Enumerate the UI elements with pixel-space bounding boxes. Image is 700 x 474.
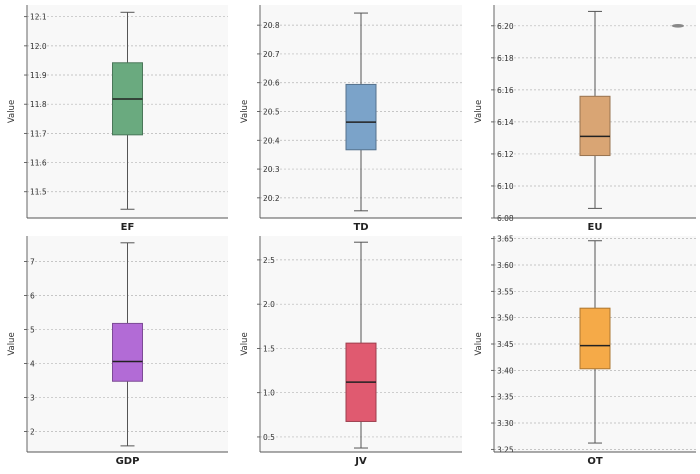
y-tick-label: 6.08 <box>497 214 514 223</box>
category-label-td: TD <box>353 222 368 233</box>
y-tick-label: 3.60 <box>497 261 514 270</box>
y-tick-label: 3.45 <box>497 340 514 349</box>
iqr-box-gdp <box>112 322 143 382</box>
y-tick-label: 20.3 <box>263 165 280 174</box>
y-tick-label: 7 <box>30 258 35 267</box>
outlier-marker <box>672 24 684 28</box>
category-label-jv: JV <box>354 456 367 467</box>
y-tick-label: 3.65 <box>497 235 514 244</box>
category-label-ot: OT <box>587 456 603 467</box>
y-tick-label: 20.7 <box>263 50 280 59</box>
y-axis-label: Value <box>7 332 17 355</box>
panel-ot: 3.25 3.30 3.35 3.40 3.45 3.50 3.55 3.60 3.65 Valu… <box>474 235 696 467</box>
y-tick-label: 20.4 <box>263 136 280 145</box>
y-tick-label: 11.7 <box>30 129 47 138</box>
y-axis-label: Value <box>474 332 484 355</box>
y-tick-label: 20.5 <box>263 108 280 117</box>
y-tick-label: 3.55 <box>497 287 514 296</box>
y-tick-label: 3.40 <box>497 366 514 375</box>
y-tick-label: 6.18 <box>497 54 514 63</box>
y-tick-label: 6.20 <box>497 22 514 31</box>
y-tick-label: 11.6 <box>30 159 47 168</box>
y-tick-label: 20.8 <box>263 21 280 30</box>
y-tick-label: 5 <box>30 326 35 335</box>
iqr-box-td <box>345 83 377 151</box>
y-tick-label: 2 <box>30 428 35 437</box>
y-tick-label: 1.5 <box>263 344 275 353</box>
y-tick-label: 6.16 <box>497 86 514 95</box>
y-axis-label: Value <box>474 100 484 123</box>
y-tick-label: 12.0 <box>30 42 47 51</box>
panel-gdp: 2 3 4 5 6 7 Value GDP <box>7 236 228 467</box>
y-tick-label: 1.0 <box>263 389 275 398</box>
iqr-box-eu <box>579 95 611 157</box>
y-tick-label: 0.5 <box>263 433 275 442</box>
y-tick-label: 6.10 <box>497 182 514 191</box>
y-tick-label: 11.5 <box>30 188 47 197</box>
y-tick-label: 20.6 <box>263 79 280 88</box>
y-tick-label: 3.50 <box>497 314 514 323</box>
y-tick-label: 3.25 <box>497 445 514 454</box>
y-axis-label: Value <box>240 332 250 355</box>
y-tick-label: 11.8 <box>30 100 47 109</box>
y-tick-label: 12.1 <box>30 13 47 22</box>
y-tick-label: 4 <box>30 360 35 369</box>
iqr-box-ot <box>579 307 611 370</box>
panel-jv: 0.5 1.0 1.5 2.0 2.5 Value JV <box>240 236 462 467</box>
panel-eu: 6.08 6.10 6.12 6.14 6.16 6.18 6.20 Value EU <box>474 5 696 233</box>
y-tick-label: 6 <box>30 292 35 301</box>
category-label-gdp: GDP <box>116 456 140 467</box>
y-tick-label: 3.30 <box>497 419 514 428</box>
category-label-eu: EU <box>588 222 603 233</box>
category-label-ef: EF <box>121 222 135 233</box>
y-tick-label: 2.5 <box>263 256 275 265</box>
y-tick-label: 11.9 <box>30 71 47 80</box>
panel-td: 20.2 20.3 20.4 20.5 20.6 20.7 20.8 Value TD <box>240 5 462 233</box>
y-tick-label: 6.12 <box>497 150 514 159</box>
y-axis-label: Value <box>240 100 250 123</box>
y-tick-label: 6.14 <box>497 118 514 127</box>
y-tick-label: 3 <box>30 394 35 403</box>
y-tick-label: 3.35 <box>497 393 514 402</box>
panel-ef: 11.5 11.6 11.7 11.8 11.9 12.0 12.1 Value EF <box>7 5 228 233</box>
y-axis-label: Value <box>7 100 17 123</box>
y-tick-label: 20.2 <box>263 194 280 203</box>
y-tick-label: 2.0 <box>263 300 275 309</box>
